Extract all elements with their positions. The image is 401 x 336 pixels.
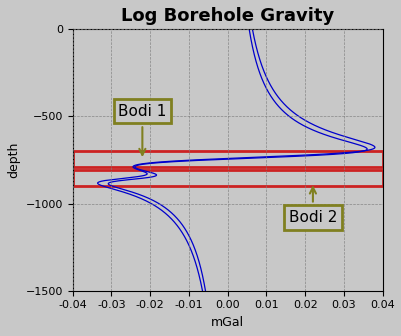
Title: Log Borehole Gravity: Log Borehole Gravity — [121, 7, 334, 25]
Bar — [73, 170, 382, 186]
Y-axis label: depth: depth — [7, 142, 20, 178]
Text: Bodi 2: Bodi 2 — [288, 187, 336, 225]
Bar — [73, 151, 382, 167]
Text: Bodi 1: Bodi 1 — [118, 104, 166, 155]
X-axis label: mGal: mGal — [211, 316, 243, 329]
